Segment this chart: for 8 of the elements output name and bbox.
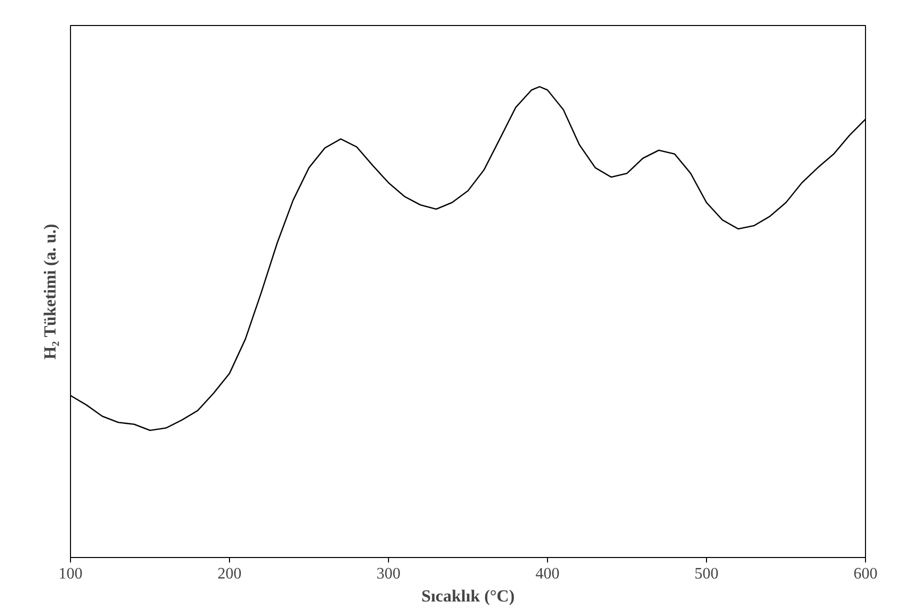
- x-axis-title: Sıcaklık (°C): [421, 586, 515, 606]
- x-tick-label: 600: [854, 566, 878, 582]
- x-tick-label: 300: [376, 566, 400, 582]
- x-tick-label: 100: [58, 566, 82, 582]
- x-tick-label: 500: [694, 566, 718, 582]
- x-tick-label: 200: [218, 566, 242, 582]
- x-tick-label: 400: [536, 566, 560, 582]
- y-axis-title: H₂ Tüketimi (a. u.): [40, 224, 60, 360]
